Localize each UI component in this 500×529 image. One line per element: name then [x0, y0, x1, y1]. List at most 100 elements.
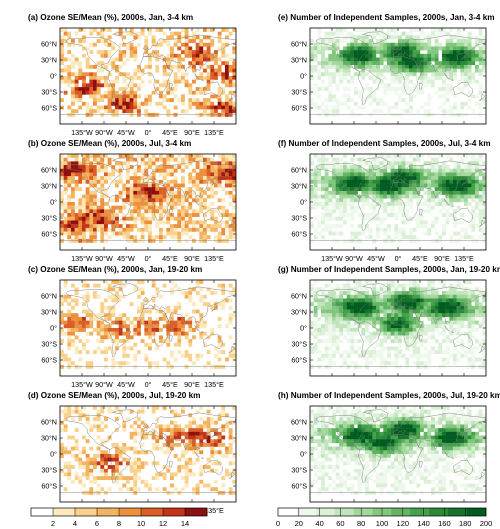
- coastlines: [60, 157, 236, 250]
- lat-tick-label: 30°N: [291, 308, 307, 317]
- coastlines: [310, 31, 486, 124]
- lon-tick-label: 0°: [395, 254, 402, 263]
- lat-tick-label: 30°S: [291, 340, 307, 349]
- colorbar-tick-label: 100: [376, 519, 389, 528]
- panel-d: (d) Ozone SE/Mean (%), 2000s, Jul, 19-20…: [28, 391, 237, 515]
- data-cells: [60, 280, 236, 369]
- colorbar-tick-label: 140: [417, 519, 430, 528]
- lat-tick-label: 30°N: [291, 182, 307, 191]
- lat-tick-label: 30°N: [291, 434, 307, 443]
- colorbar-tick-label: 14: [181, 519, 189, 528]
- panel-title: (e) Number of Independent Samples, 2000s…: [278, 13, 495, 22]
- colorbar-swatch: [429, 508, 449, 516]
- coastlines: [310, 283, 486, 376]
- panel-h: (h) Number of Independent Samples, 2000s…: [278, 391, 500, 515]
- lon-tick-label: 0°: [145, 128, 152, 137]
- lat-tick-label: 60°N: [291, 292, 307, 301]
- colorbar-tick-label: 180: [459, 519, 472, 528]
- colorbar-swatch: [353, 508, 373, 516]
- panel-title: (a) Ozone SE/Mean (%), 2000s, Jan, 3-4 k…: [28, 13, 193, 22]
- lat-tick-label: 0°: [50, 198, 57, 207]
- lon-tick-label: 45°E: [162, 254, 178, 263]
- colorbar-swatch: [334, 508, 354, 516]
- panel-e: (e) Number of Independent Samples, 2000s…: [278, 13, 495, 125]
- colorbar-tick-label: 10: [137, 519, 145, 528]
- colorbar-samples: 0 20 40 60 80 100 120 140 160 180 200: [276, 507, 492, 528]
- lat-tick-label: 60°S: [291, 230, 307, 239]
- colorbar-tick-label: 8: [117, 519, 121, 528]
- data-cells: [310, 28, 486, 117]
- colorbar-tick-label: 0: [276, 519, 280, 528]
- panel-a: (a) Ozone SE/Mean (%), 2000s, Jan, 3-4 k…: [28, 13, 237, 137]
- panel-f: (f) Number of Independent Samples, 2000s…: [278, 139, 490, 263]
- lat-tick-label: 30°N: [41, 182, 57, 191]
- coastlines: [310, 157, 486, 250]
- lat-tick-label: 0°: [300, 324, 307, 333]
- lat-tick-label: 30°S: [291, 214, 307, 223]
- lon-tick-label: 90°E: [184, 380, 200, 389]
- panel-title: (b) Ozone SE/Mean (%), 2000s, Jul, 3-4 k…: [28, 139, 191, 148]
- colorbar-swatch: [315, 508, 336, 516]
- colorbar-swatch: [278, 508, 298, 516]
- colorbar-tick-label: 2: [51, 519, 55, 528]
- colorbar-tick-label: 160: [438, 519, 451, 528]
- colorbar-swatch: [448, 508, 468, 516]
- colorbar-tick-label: 80: [357, 519, 365, 528]
- lon-tick-label: 45°W: [117, 380, 135, 389]
- lat-tick-label: 30°N: [41, 434, 57, 443]
- coastlines: [60, 409, 236, 502]
- lon-tick-label: 90°W: [95, 380, 113, 389]
- colorbar-tick-label: 60: [336, 519, 344, 528]
- lon-tick-label: 45°W: [367, 254, 385, 263]
- colorbar-swatch: [296, 508, 317, 516]
- colorbar-swatch: [467, 508, 487, 516]
- coastlines: [310, 409, 486, 502]
- lat-tick-label: 60°S: [41, 482, 57, 491]
- panel-c: (c) Ozone SE/Mean (%), 2000s, Jan, 19-20…: [28, 265, 237, 389]
- lon-tick-label: 135°E: [204, 254, 224, 263]
- coastlines: [60, 31, 236, 124]
- lon-tick-label: 90°W: [95, 254, 113, 263]
- lon-tick-label: 135°W: [321, 254, 343, 263]
- lat-tick-label: 60°N: [41, 418, 57, 427]
- lon-tick-label: 135°E: [204, 128, 224, 137]
- data-cells: [60, 154, 236, 243]
- lat-tick-label: 0°: [50, 72, 57, 81]
- colorbar-swatch: [410, 508, 430, 516]
- lon-tick-label: 90°W: [95, 128, 113, 137]
- colorbar-tick-label: 40: [315, 519, 323, 528]
- lon-tick-label: 135°W: [71, 254, 93, 263]
- panel-title: (h) Number of Independent Samples, 2000s…: [278, 391, 500, 400]
- data-cells: [310, 406, 486, 495]
- lat-tick-label: 60°N: [291, 418, 307, 427]
- lat-tick-label: 30°S: [41, 340, 57, 349]
- lon-tick-label: 135°E: [204, 506, 224, 515]
- lat-tick-label: 60°N: [41, 292, 57, 301]
- lon-tick-label: 45°E: [162, 380, 178, 389]
- lon-tick-label: 90°E: [184, 128, 200, 137]
- panel-title: (c) Ozone SE/Mean (%), 2000s, Jan, 19-20…: [28, 265, 202, 274]
- lat-tick-label: 30°S: [291, 466, 307, 475]
- lon-tick-label: 45°E: [412, 254, 428, 263]
- panel-b: (b) Ozone SE/Mean (%), 2000s, Jul, 3-4 k…: [28, 139, 237, 263]
- lat-tick-label: 60°S: [291, 356, 307, 365]
- data-cells: [60, 406, 236, 495]
- panel-title: (f) Number of Independent Samples, 2000s…: [278, 139, 490, 148]
- lon-tick-label: 90°E: [434, 254, 450, 263]
- colorbar-tick-label: 4: [73, 519, 77, 528]
- data-cells: [310, 154, 486, 243]
- lat-tick-label: 30°S: [41, 466, 57, 475]
- lat-tick-label: 30°N: [41, 308, 57, 317]
- lon-tick-label: 45°W: [117, 254, 135, 263]
- colorbar-swatch: [75, 508, 98, 516]
- colorbar-swatch: [391, 508, 411, 516]
- lat-tick-label: 0°: [300, 72, 307, 81]
- lon-tick-label: 90°E: [184, 254, 200, 263]
- panel-g: (g) Number of Independent Samples, 2000s…: [278, 265, 500, 377]
- colorbar-swatch: [97, 508, 120, 516]
- lon-tick-label: 135°E: [204, 380, 224, 389]
- coastlines: [60, 283, 236, 376]
- lat-tick-label: 30°S: [41, 214, 57, 223]
- lat-tick-label: 60°S: [41, 104, 57, 113]
- colorbar-swatch: [31, 508, 54, 516]
